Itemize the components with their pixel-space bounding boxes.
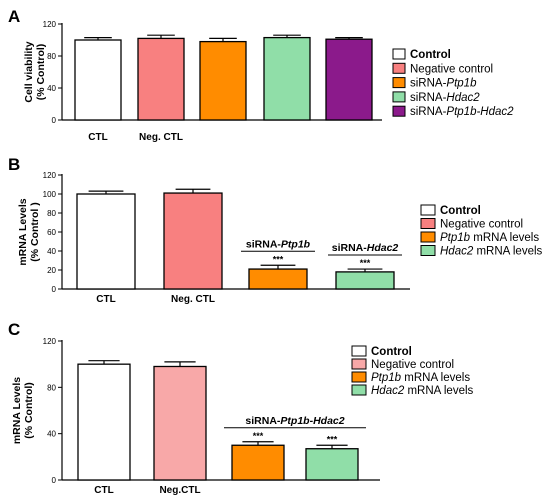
y-tick-label: 40 [47,430,56,439]
panel-label: C [8,320,20,339]
y-tick-label: 80 [47,209,56,218]
legend-label: Ptp1b mRNA levels [371,372,470,384]
group-label: siRNA-Hdac2 [332,242,399,254]
legend-swatch [392,105,406,117]
x-tick-label: Neg. CTL [171,294,215,305]
legend-label: Negative control [371,359,454,371]
legend-label: Negative control [410,63,493,75]
y-axis-label: mRNA Levels [17,198,29,265]
bar [76,193,136,290]
panel-a: A Cell viability (% Control) 0 40 80 120 CTL Neg… [8,7,514,143]
x-tick-label: Neg.CTL [159,485,200,496]
legend-label: siRNA-Ptp1b-Hdac2 [410,106,514,118]
legend-swatch [351,345,367,357]
significance-label: *** [327,434,338,444]
y-axis-label: mRNA Levels [11,377,23,444]
legend-label: Ptp1b mRNA levels [440,232,539,244]
legend-swatch [392,48,406,60]
panel-label: A [8,7,20,26]
y-axis-label: (% Control ) [29,202,41,262]
bar [153,365,207,481]
bar [325,38,373,121]
legend-swatch [420,218,436,229]
legend-label: Hdac2 mRNA levels [371,385,474,397]
legend-swatch [351,384,367,396]
y-tick-label: 0 [52,476,57,485]
bar [163,192,223,290]
y-axis-label: (% Control) [23,382,35,439]
legend-label: Hdac2 mRNA levels [440,246,543,258]
y-tick-label: 120 [43,337,57,346]
legend-swatch [351,371,367,383]
legend-swatch [392,62,406,74]
y-tick-label: 100 [43,190,57,199]
legend-swatch [420,231,436,243]
legend-swatch [351,358,367,370]
bar [305,448,359,481]
bar [199,40,247,121]
bar [335,271,395,290]
legend-label: Negative control [440,219,523,231]
bar [137,37,185,121]
y-tick-label: 120 [43,20,57,29]
y-tick-label: 80 [47,52,56,61]
x-tick-label: Neg. CTL [139,132,183,143]
panel-label: B [8,155,20,174]
group-label: siRNA-Ptp1b-Hdac2 [245,415,344,427]
bar [231,444,285,481]
x-tick-label: CTL [94,485,113,496]
x-tick-label: CTL [88,132,107,143]
y-axis-label: (% Control) [35,44,47,101]
legend-label: siRNA-Ptp1b [410,78,477,90]
bar [248,268,308,290]
legend-swatch [420,245,436,256]
y-tick-label: 40 [47,247,56,256]
y-tick-label: 120 [43,171,57,180]
significance-label: *** [253,431,264,441]
legend-label: Control [410,49,451,61]
significance-label: *** [273,254,284,264]
legend-swatch [392,77,406,89]
significance-label: *** [360,258,371,268]
y-tick-label: 0 [52,116,57,125]
y-axis-label: Cell viability [23,41,35,102]
bar [74,39,122,121]
y-tick-label: 20 [47,266,56,275]
legend-label: Control [371,346,412,358]
y-tick-label: 80 [47,383,56,392]
bar [77,363,131,481]
legend-label: siRNA-Hdac2 [410,92,480,104]
y-tick-label: 60 [47,228,56,237]
bar [263,36,311,121]
x-tick-label: CTL [96,294,115,305]
legend-swatch [420,204,436,216]
legend-swatch [392,91,406,103]
group-label: siRNA-Ptp1b [246,238,311,250]
y-tick-label: 0 [52,285,57,294]
legend-label: Control [440,205,481,217]
y-tick-label: 40 [47,84,56,93]
